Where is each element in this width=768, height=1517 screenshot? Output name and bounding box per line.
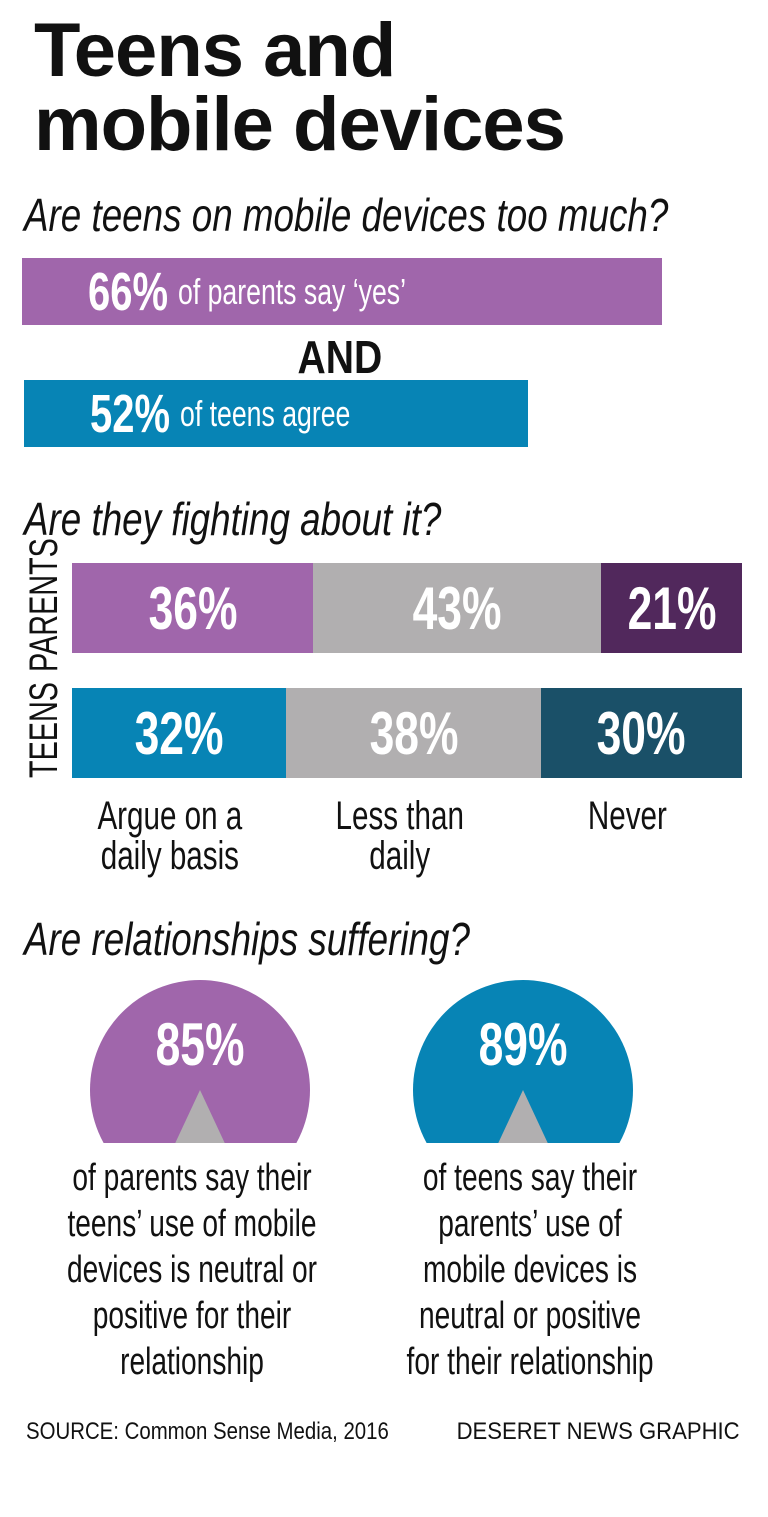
parents-remainder-wedge (175, 1090, 225, 1143)
source-note: SOURCE: Common Sense Media, 2016 (26, 1418, 453, 1446)
bar-text: of teens agree (180, 392, 351, 434)
question-3-text: Are relationships suffering? (24, 913, 470, 965)
bar-text: of parents say ‘yes’ (178, 270, 407, 312)
parents-segment-never: 21% (601, 563, 742, 653)
teens-segment-never: 30% (540, 688, 742, 778)
desc-text: of teens say their parents’ use of mobil… (406, 1157, 654, 1383)
teens-remainder-wedge (498, 1090, 548, 1143)
credit-text: DESERET NEWS GRAPHIC (456, 1418, 740, 1445)
parents-row-label: PARENTS (22, 538, 66, 672)
question-2: Are they fighting about it? (24, 492, 546, 546)
title-line-2: mobile devices (34, 82, 566, 167)
segment-value-label: 30% (597, 699, 686, 767)
desc-text: of parents say their teens’ use of mobil… (66, 1157, 318, 1383)
teens-segment-daily: 32% (72, 688, 287, 778)
cat-line: daily basis (100, 834, 240, 878)
category-label-never: Never (527, 796, 727, 836)
graphic-credit: DESERET NEWS GRAPHIC (432, 1418, 740, 1446)
category-label-less: Less than daily (300, 796, 500, 876)
question-1-text: Are teens on mobile devices too much? (24, 189, 669, 241)
bar-value-label: 66% (88, 261, 168, 322)
segment-value-label: 32% (134, 699, 224, 767)
question-3: Are relationships suffering? (24, 912, 581, 966)
pct-text: 89% (478, 1011, 568, 1078)
cat-line: daily (369, 834, 431, 878)
segment-value-label: 21% (627, 574, 717, 642)
teens-agree-bar: 52% of teens agree (24, 380, 529, 447)
teens-segment-less-than-daily: 38% (286, 688, 541, 778)
teens-pct: 89% (423, 1010, 623, 1079)
cat-line: Never (587, 794, 667, 838)
parents-semicircle (90, 980, 310, 1143)
source-text: SOURCE: Common Sense Media, 2016 (26, 1418, 389, 1445)
question-1: Are teens on mobile devices too much? (24, 188, 768, 242)
segment-value-label: 36% (148, 574, 238, 642)
and-connector: AND (0, 330, 680, 384)
teens-description: of teens say their parents’ use of mobil… (370, 1155, 690, 1385)
cat-line: Less than (335, 794, 465, 838)
parents-segment-daily: 36% (72, 563, 314, 653)
parents-yes-bar: 66% of parents say ‘yes’ (22, 258, 663, 325)
parents-description: of parents say their teens’ use of mobil… (32, 1155, 352, 1385)
segment-value-label: 43% (412, 574, 502, 642)
cat-line: Argue on a (97, 794, 243, 838)
parents-pct: 85% (100, 1010, 300, 1079)
parents-segment-less-than-daily: 43% (313, 563, 602, 653)
title-line-1: Teens and (34, 8, 396, 93)
page-title: Teens and mobile devices (34, 8, 566, 167)
teens-stacked-bar: 32% 38% 30% (72, 688, 742, 778)
teens-semicircle (413, 980, 633, 1143)
teens-row-label: TEENS (22, 681, 66, 778)
parents-stacked-bar: 36% 43% 21% (72, 563, 742, 653)
bar-value-label: 52% (90, 383, 170, 444)
segment-value-label: 38% (369, 699, 459, 767)
question-2-text: Are they fighting about it? (24, 493, 442, 545)
and-text: AND (297, 331, 383, 383)
pct-text: 85% (155, 1011, 245, 1078)
semicircle-charts (90, 980, 633, 1143)
category-label-daily: Argue on a daily basis (70, 796, 270, 876)
